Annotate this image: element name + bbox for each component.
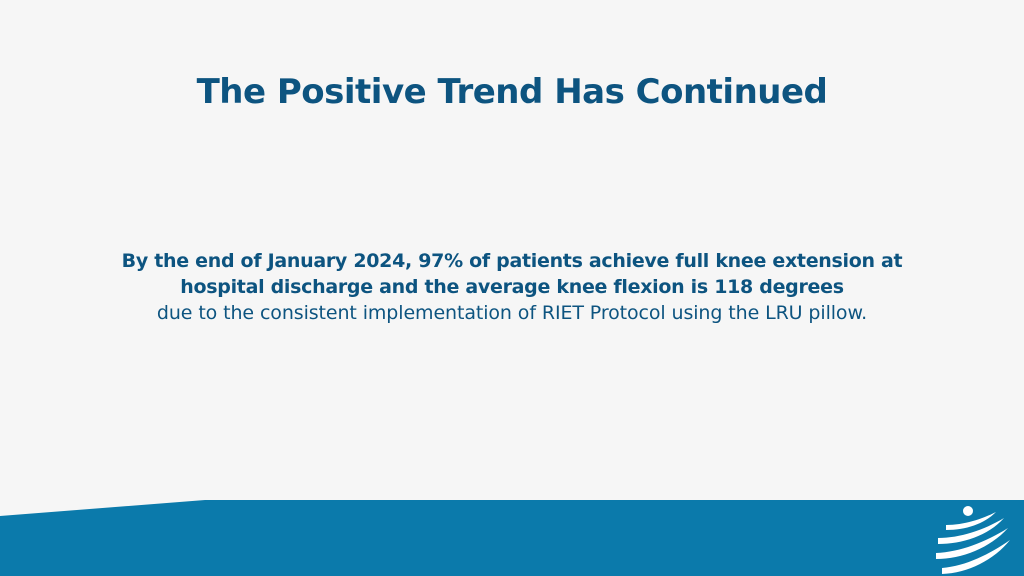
swoosh-figure-logo-icon bbox=[936, 506, 1010, 574]
slide-body: By the end of January 2024, 97% of patie… bbox=[62, 248, 962, 326]
slide-title: The Positive Trend Has Continued bbox=[196, 72, 828, 112]
body-regular-line: due to the consistent implementation of … bbox=[156, 302, 868, 324]
body-bold-line-1: By the end of January 2024, 97% of patie… bbox=[121, 250, 903, 272]
body-bold-line-2: hospital discharge and the average knee … bbox=[180, 276, 844, 298]
